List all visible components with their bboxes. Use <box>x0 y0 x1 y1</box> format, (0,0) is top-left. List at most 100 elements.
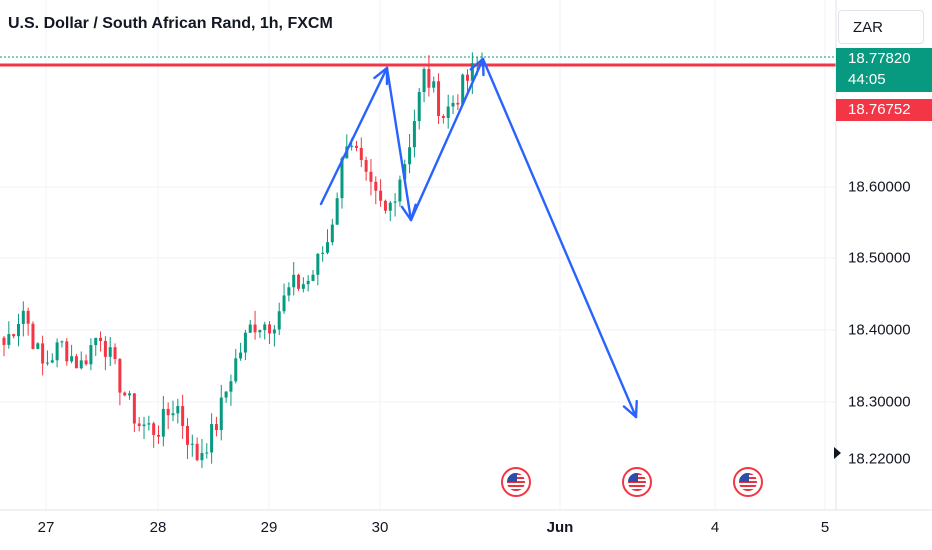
candle-body <box>79 360 83 369</box>
candle-body <box>253 324 257 333</box>
candle-body <box>369 171 373 182</box>
economic-event-marker[interactable] <box>622 467 652 497</box>
candle <box>446 94 450 129</box>
candle <box>422 67 426 103</box>
last-price-tag: 18.77820 44:05 <box>836 48 932 92</box>
candle <box>45 350 49 366</box>
arrowhead[interactable] <box>373 66 389 80</box>
candle-body <box>113 347 117 360</box>
candlestick-series <box>2 52 484 469</box>
candle-body <box>335 198 339 225</box>
annotation-arrow[interactable] <box>481 57 638 419</box>
candle <box>94 337 98 356</box>
candle <box>195 437 199 462</box>
candle-body <box>258 330 262 333</box>
price-axis-label: 18.30000 <box>848 393 911 411</box>
candle <box>398 175 402 207</box>
candle-body <box>330 224 334 243</box>
candle-body <box>171 413 175 416</box>
candle <box>219 384 223 441</box>
candle <box>243 329 247 361</box>
candle <box>128 390 132 400</box>
candle <box>214 416 218 437</box>
time-axis-label: Jun <box>546 519 574 536</box>
price-cursor-marker-icon <box>834 447 841 459</box>
candle-body <box>408 147 412 165</box>
candle-body <box>185 425 189 445</box>
candle <box>7 321 11 349</box>
economic-event-marker[interactable] <box>733 467 763 497</box>
candle <box>152 421 156 448</box>
candle-body <box>219 397 223 431</box>
candle <box>292 262 296 296</box>
candle-body <box>321 252 325 254</box>
us-flag-icon <box>739 473 757 491</box>
time-axis-label: 4 <box>710 519 720 536</box>
candle <box>437 73 441 125</box>
candle-body <box>137 423 141 427</box>
candle-body <box>94 337 98 346</box>
candle <box>451 95 455 115</box>
candle-body <box>277 311 281 330</box>
candle-body <box>398 179 402 202</box>
candle <box>79 351 83 370</box>
annotation-arrow[interactable] <box>409 57 485 222</box>
chart-grid <box>0 0 836 510</box>
arrowhead[interactable] <box>400 205 413 222</box>
candle-body <box>41 343 45 364</box>
arrowhead[interactable] <box>469 57 485 71</box>
candle <box>26 307 30 336</box>
candle-body <box>272 329 276 334</box>
candle <box>234 348 238 384</box>
price-axis-label: 18.50000 <box>848 249 911 267</box>
arrowhead[interactable] <box>622 405 638 419</box>
candle-body <box>297 274 301 289</box>
arrowhead[interactable] <box>634 399 638 419</box>
candle-body <box>2 337 6 345</box>
candle <box>171 400 175 422</box>
candle-body <box>55 342 59 361</box>
candle <box>224 390 228 403</box>
currency-label: ZAR <box>853 18 883 36</box>
candle <box>369 159 373 196</box>
candle <box>205 443 209 459</box>
candle <box>210 413 214 464</box>
candle <box>50 353 54 364</box>
candle-body <box>12 334 16 337</box>
candle-body <box>301 284 305 289</box>
candle <box>301 277 305 293</box>
candle-body <box>282 295 286 312</box>
candle-body <box>412 121 416 148</box>
candle-body <box>306 280 310 285</box>
annotation-arrow[interactable] <box>319 66 389 206</box>
economic-event-marker[interactable] <box>501 467 531 497</box>
time-axis-label: 29 <box>260 519 278 536</box>
candle-body <box>214 424 218 431</box>
candle <box>55 338 59 368</box>
annotation-arrow[interactable] <box>385 66 413 222</box>
candle <box>118 357 122 406</box>
candle-body <box>50 360 54 363</box>
candle-body <box>36 343 40 349</box>
candle <box>36 342 40 350</box>
candle <box>60 340 64 348</box>
candle-body <box>60 341 64 343</box>
candle <box>306 275 310 292</box>
candle <box>427 55 431 97</box>
candle <box>89 338 93 371</box>
candle-body <box>466 74 470 81</box>
candle <box>456 94 460 111</box>
candle <box>311 270 315 282</box>
candle-body <box>340 158 344 199</box>
candle <box>470 52 474 95</box>
candle-body <box>427 68 431 88</box>
candle-body <box>176 406 180 414</box>
candle <box>103 336 107 371</box>
candle <box>41 335 45 376</box>
candle <box>12 333 16 339</box>
currency-button[interactable]: ZAR <box>838 10 924 44</box>
candle-body <box>470 63 474 81</box>
drawing-annotations[interactable] <box>319 57 638 419</box>
candle <box>248 320 252 334</box>
